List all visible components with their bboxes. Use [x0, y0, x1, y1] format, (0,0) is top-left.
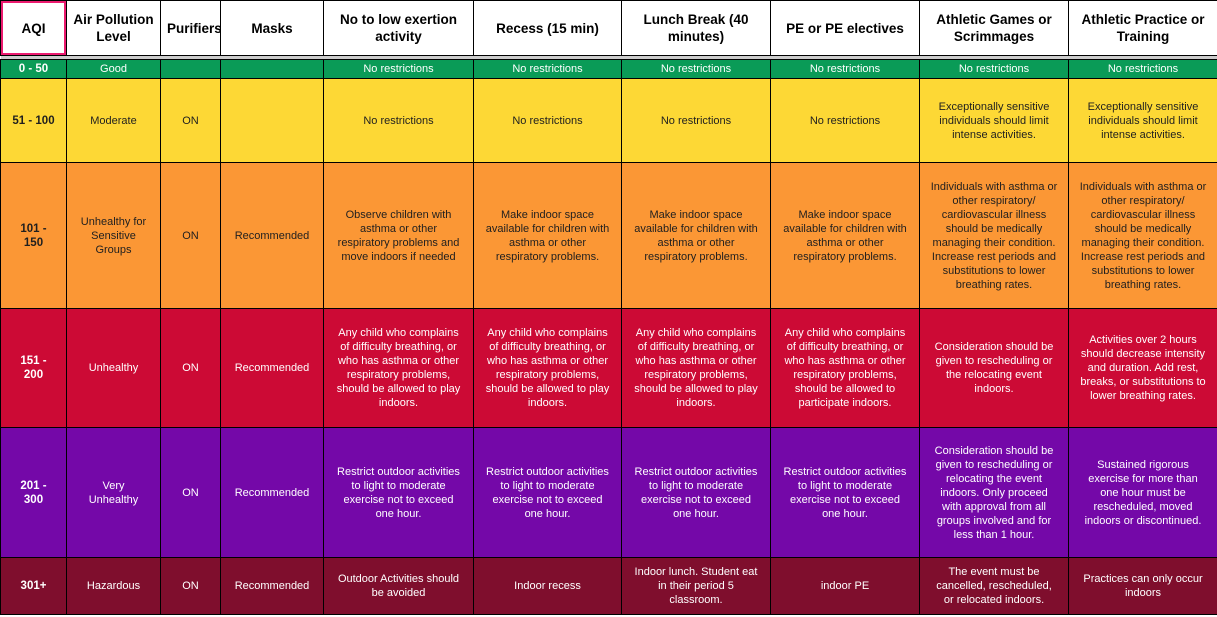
cell-no-to-low-exertion[interactable]: Restrict outdoor activities to light to … [323, 427, 474, 558]
cell-recess[interactable]: No restrictions [473, 78, 622, 163]
cell-no-to-low-exertion[interactable]: No restrictions [323, 78, 474, 163]
cell-athletic-games[interactable]: Consideration should be given to resched… [919, 427, 1069, 558]
cell-pollution-level[interactable]: Good [66, 59, 161, 79]
cell-masks[interactable]: Recommended [220, 557, 324, 615]
header-no-to-low-exertion[interactable]: No to low exertion activity [323, 0, 474, 56]
cell-athletic-games[interactable]: Exceptionally sensitive individuals shou… [919, 78, 1069, 163]
header-row: AQI Air Pollution Level Purifiers Masks … [0, 0, 1217, 56]
cell-lunch-break[interactable]: No restrictions [621, 78, 771, 163]
cell-lunch-break[interactable]: Make indoor space available for children… [621, 162, 771, 309]
header-aqi-selected-cell[interactable]: AQI [0, 0, 67, 56]
cell-purifiers[interactable] [160, 59, 221, 79]
cell-no-to-low-exertion[interactable]: Outdoor Activities should be avoided [323, 557, 474, 615]
cell-purifiers[interactable]: ON [160, 162, 221, 309]
cell-athletic-practice[interactable]: Exceptionally sensitive individuals shou… [1068, 78, 1217, 163]
cell-pollution-level[interactable]: Unhealthy for Sensitive Groups [66, 162, 161, 309]
cell-pe[interactable]: Make indoor space available for children… [770, 162, 920, 309]
cell-recess[interactable]: Restrict outdoor activities to light to … [473, 427, 622, 558]
table-row-moderate: 51 - 100 Moderate ON No restrictions No … [0, 78, 1217, 163]
cell-aqi-range[interactable]: 0 - 50 [0, 59, 67, 79]
cell-masks[interactable]: Recommended [220, 427, 324, 558]
header-aqi-label: AQI [21, 20, 46, 36]
cell-pollution-level[interactable]: Very Unhealthy [66, 427, 161, 558]
cell-aqi-range[interactable]: 101 - 150 [0, 162, 67, 309]
cell-pe[interactable]: Any child who complains of difficulty br… [770, 308, 920, 428]
header-air-pollution-level[interactable]: Air Pollution Level [66, 0, 161, 56]
header-athletic-practice[interactable]: Athletic Practice or Training [1068, 0, 1217, 56]
cell-pollution-level[interactable]: Hazardous [66, 557, 161, 615]
cell-athletic-practice[interactable]: Individuals with asthma or other respira… [1068, 162, 1217, 309]
cell-recess[interactable]: No restrictions [473, 59, 622, 79]
cell-no-to-low-exertion[interactable]: Any child who complains of difficulty br… [323, 308, 474, 428]
cell-athletic-games[interactable]: Individuals with asthma or other respira… [919, 162, 1069, 309]
cell-pe[interactable]: Restrict outdoor activities to light to … [770, 427, 920, 558]
header-athletic-games[interactable]: Athletic Games or Scrimmages [919, 0, 1069, 56]
cell-purifiers[interactable]: ON [160, 78, 221, 163]
table-row-good: 0 - 50 Good No restrictions No restricti… [0, 59, 1217, 79]
cell-aqi-range[interactable]: 301+ [0, 557, 67, 615]
table-row-unhealthy: 151 - 200 Unhealthy ON Recommended Any c… [0, 308, 1217, 428]
cell-no-to-low-exertion[interactable]: Observe children with asthma or other re… [323, 162, 474, 309]
cell-lunch-break[interactable]: Any child who complains of difficulty br… [621, 308, 771, 428]
cell-lunch-break[interactable]: No restrictions [621, 59, 771, 79]
cell-recess[interactable]: Indoor recess [473, 557, 622, 615]
cell-athletic-games[interactable]: No restrictions [919, 59, 1069, 79]
cell-recess[interactable]: Make indoor space available for children… [473, 162, 622, 309]
cell-pe[interactable]: No restrictions [770, 78, 920, 163]
cell-pollution-level[interactable]: Moderate [66, 78, 161, 163]
cell-lunch-break[interactable]: Indoor lunch. Student eat in their perio… [621, 557, 771, 615]
header-masks[interactable]: Masks [220, 0, 324, 56]
header-lunch-break[interactable]: Lunch Break (40 minutes) [621, 0, 771, 56]
cell-masks[interactable] [220, 78, 324, 163]
cell-purifiers[interactable]: ON [160, 557, 221, 615]
table-row-hazardous: 301+ Hazardous ON Recommended Outdoor Ac… [0, 557, 1217, 615]
cell-aqi-range[interactable]: 151 - 200 [0, 308, 67, 428]
header-recess[interactable]: Recess (15 min) [473, 0, 622, 56]
cell-lunch-break[interactable]: Restrict outdoor activities to light to … [621, 427, 771, 558]
cell-purifiers[interactable]: ON [160, 427, 221, 558]
cell-aqi-range[interactable]: 51 - 100 [0, 78, 67, 163]
table-row-unhealthy-sensitive: 101 - 150 Unhealthy for Sensitive Groups… [0, 162, 1217, 309]
cell-pe[interactable]: indoor PE [770, 557, 920, 615]
cell-athletic-practice[interactable]: No restrictions [1068, 59, 1217, 79]
cell-masks[interactable]: Recommended [220, 308, 324, 428]
cell-masks[interactable] [220, 59, 324, 79]
cell-athletic-games[interactable]: Consideration should be given to resched… [919, 308, 1069, 428]
cell-masks[interactable]: Recommended [220, 162, 324, 309]
cell-athletic-practice[interactable]: Practices can only occur indoors [1068, 557, 1217, 615]
cell-athletic-practice[interactable]: Sustained rigorous exercise for more tha… [1068, 427, 1217, 558]
header-purifiers[interactable]: Purifiers [160, 0, 221, 56]
cell-no-to-low-exertion[interactable]: No restrictions [323, 59, 474, 79]
cell-pe[interactable]: No restrictions [770, 59, 920, 79]
cell-athletic-games[interactable]: The event must be cancelled, rescheduled… [919, 557, 1069, 615]
cell-pollution-level[interactable]: Unhealthy [66, 308, 161, 428]
cell-purifiers[interactable]: ON [160, 308, 221, 428]
cell-athletic-practice[interactable]: Activities over 2 hours should decrease … [1068, 308, 1217, 428]
cell-aqi-range[interactable]: 201 - 300 [0, 427, 67, 558]
table-row-very-unhealthy: 201 - 300 Very Unhealthy ON Recommended … [0, 427, 1217, 558]
cell-recess[interactable]: Any child who complains of difficulty br… [473, 308, 622, 428]
header-pe-electives[interactable]: PE or PE electives [770, 0, 920, 56]
